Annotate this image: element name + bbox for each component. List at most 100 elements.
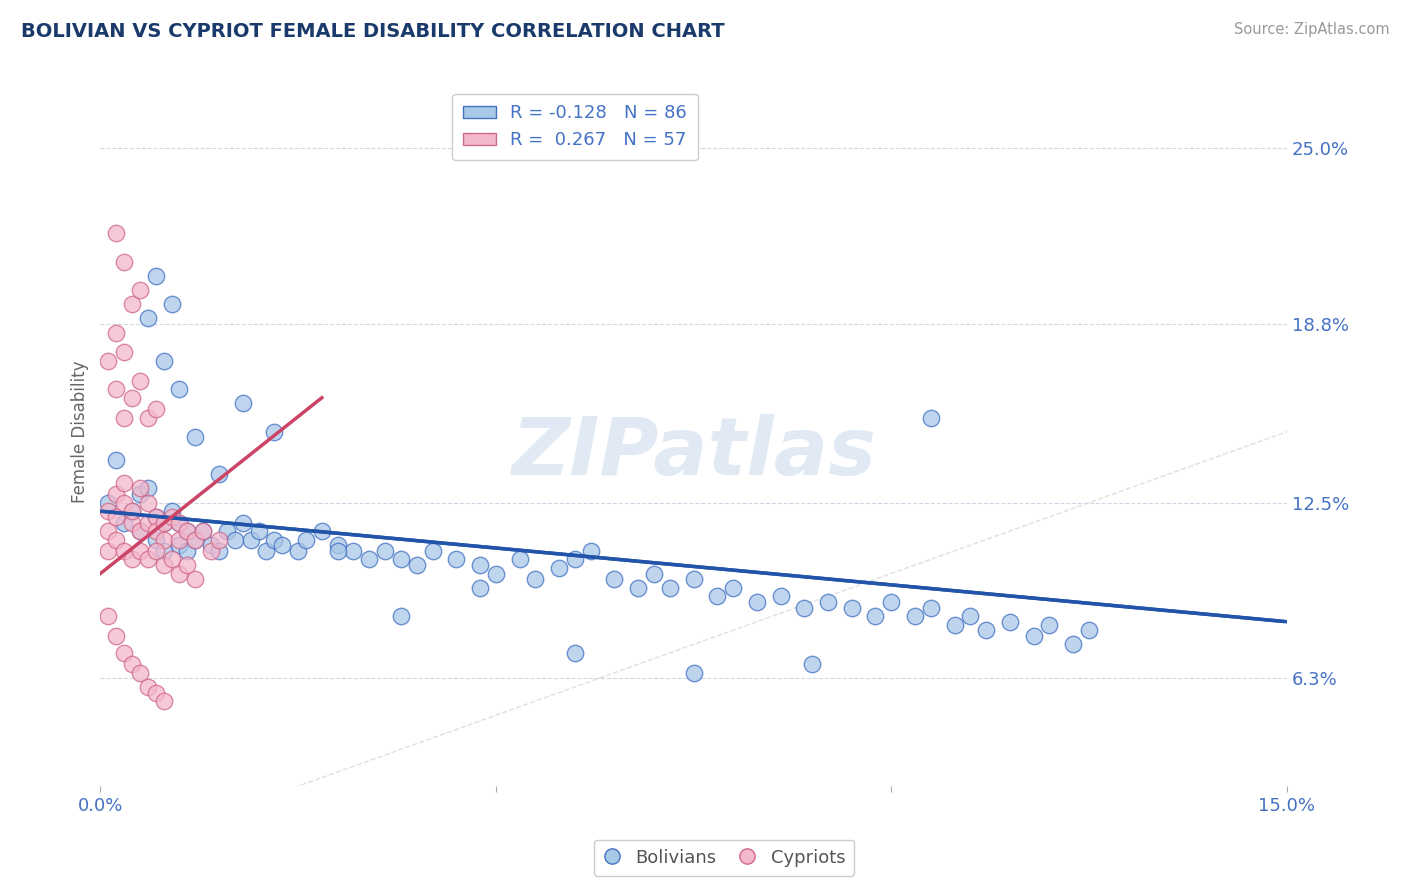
Point [271, 538, 294, 552]
Point [121, 504, 143, 518]
Point [422, 544, 444, 558]
Point [128, 487, 150, 501]
Point [1022, 629, 1045, 643]
Point [160, 552, 183, 566]
Point [121, 552, 143, 566]
Point [145, 685, 167, 699]
Point [136, 410, 159, 425]
Point [256, 544, 278, 558]
Point [128, 544, 150, 558]
Point [97, 609, 120, 624]
Point [145, 402, 167, 417]
Point [105, 382, 128, 396]
Point [112, 646, 135, 660]
Point [152, 544, 174, 558]
Point [136, 552, 159, 566]
Point [208, 467, 231, 482]
Point [128, 665, 150, 680]
Text: Source: ZipAtlas.com: Source: ZipAtlas.com [1233, 22, 1389, 37]
Point [1038, 617, 1060, 632]
Point [579, 544, 602, 558]
Point [112, 496, 135, 510]
Point [145, 544, 167, 558]
Point [121, 391, 143, 405]
Point [169, 516, 191, 530]
Point [160, 297, 183, 311]
Point [342, 544, 364, 558]
Point [121, 504, 143, 518]
Point [152, 516, 174, 530]
Point [112, 345, 135, 359]
Point [1062, 637, 1084, 651]
Point [682, 665, 704, 680]
Point [263, 533, 285, 547]
Point [311, 524, 333, 538]
Point [200, 538, 222, 552]
Point [974, 624, 997, 638]
Text: ZIPatlas: ZIPatlas [510, 414, 876, 492]
Point [121, 297, 143, 311]
Point [239, 533, 262, 547]
Text: BOLIVIAN VS CYPRIOT FEMALE DISABILITY CORRELATION CHART: BOLIVIAN VS CYPRIOT FEMALE DISABILITY CO… [21, 22, 724, 41]
Point [793, 600, 815, 615]
Point [193, 524, 215, 538]
Point [468, 581, 491, 595]
Point [326, 538, 349, 552]
Point [374, 544, 396, 558]
Point [564, 646, 586, 660]
Point [865, 609, 887, 624]
Point [97, 544, 120, 558]
Point [97, 504, 120, 518]
Point [389, 552, 412, 566]
Point [184, 430, 207, 444]
Point [817, 595, 839, 609]
Point [169, 382, 191, 396]
Point [904, 609, 927, 624]
Point [389, 609, 412, 624]
Point [446, 552, 468, 566]
Point [208, 533, 231, 547]
Point [176, 558, 198, 572]
Point [841, 600, 863, 615]
Point [359, 552, 381, 566]
Point [1078, 624, 1101, 638]
Point [136, 680, 159, 694]
Point [105, 487, 128, 501]
Point [169, 566, 191, 581]
Point [295, 533, 318, 547]
Point [880, 595, 903, 609]
Point [232, 516, 254, 530]
Point [112, 410, 135, 425]
Point [959, 609, 981, 624]
Point [224, 533, 246, 547]
Point [145, 268, 167, 283]
Point [97, 354, 120, 368]
Point [136, 311, 159, 326]
Point [128, 283, 150, 297]
Point [152, 558, 174, 572]
Point [105, 533, 128, 547]
Point [145, 509, 167, 524]
Point [658, 581, 681, 595]
Point [105, 326, 128, 340]
Point [145, 524, 167, 538]
Point [524, 572, 547, 586]
Point [128, 374, 150, 388]
Point [152, 694, 174, 708]
Point [745, 595, 768, 609]
Point [184, 572, 207, 586]
Point [405, 558, 427, 572]
Point [152, 533, 174, 547]
Point [326, 544, 349, 558]
Point [105, 453, 128, 467]
Point [121, 516, 143, 530]
Legend: R = -0.128   N = 86, R =  0.267   N = 57: R = -0.128 N = 86, R = 0.267 N = 57 [453, 94, 697, 161]
Point [564, 552, 586, 566]
Point [485, 566, 508, 581]
Point [112, 544, 135, 558]
Point [468, 558, 491, 572]
Point [801, 657, 824, 672]
Point [169, 533, 191, 547]
Point [169, 538, 191, 552]
Point [97, 496, 120, 510]
